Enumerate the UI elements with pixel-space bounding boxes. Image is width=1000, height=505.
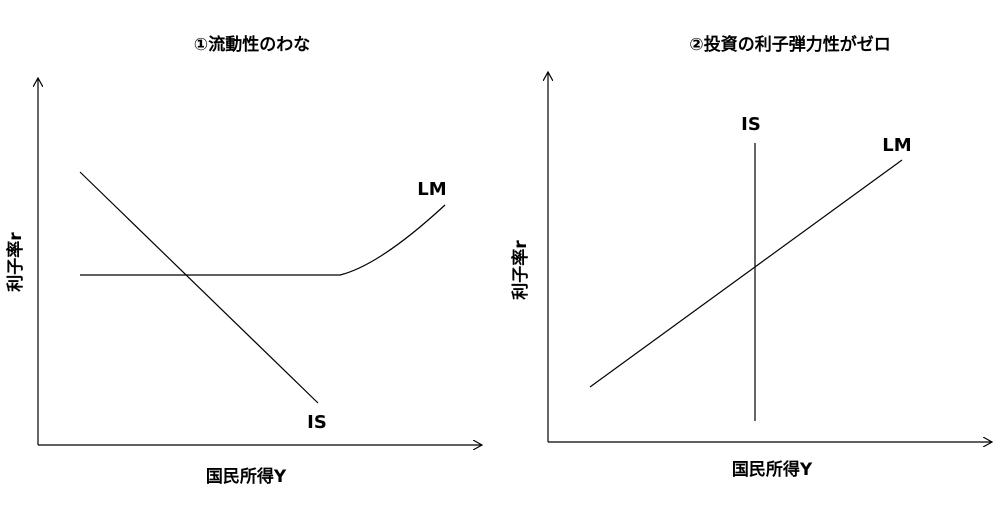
curve-label: IS bbox=[307, 412, 327, 433]
y-axis-label: 利子率r bbox=[510, 240, 531, 300]
x-axis-label: 国民所得Y bbox=[206, 466, 287, 487]
panel-liquidity-trap: ①流動性のわな 利子率r 国民所得Y IS LM bbox=[5, 34, 482, 487]
is-curve bbox=[79, 171, 319, 404]
curve-label: IS bbox=[741, 114, 761, 135]
curve-label: LM bbox=[417, 179, 446, 200]
curve-label: LM bbox=[882, 135, 911, 156]
y-axis-label: 利子率r bbox=[5, 232, 26, 292]
panel-title: ①流動性のわな bbox=[194, 34, 310, 55]
x-axis-label: 国民所得Y bbox=[732, 459, 813, 480]
panel-title: ②投資の利子弾力性がゼロ bbox=[689, 34, 890, 55]
panel-zero-elasticity: ②投資の利子弾力性がゼロ 利子率r 国民所得Y IS LM bbox=[510, 34, 992, 480]
lm-curve bbox=[589, 159, 903, 388]
lm-curve bbox=[80, 204, 446, 276]
